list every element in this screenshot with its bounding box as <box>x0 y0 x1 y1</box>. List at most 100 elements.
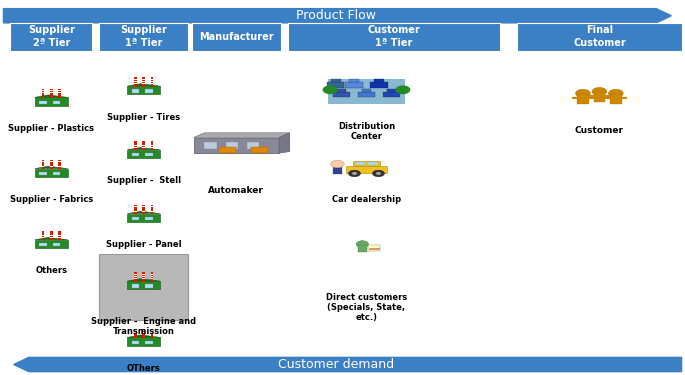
Bar <box>53 243 60 246</box>
Circle shape <box>356 241 369 248</box>
Text: Supplier - Fabrics: Supplier - Fabrics <box>10 195 93 204</box>
Bar <box>42 231 45 240</box>
Text: Supplier
1ª Tier: Supplier 1ª Tier <box>121 26 167 48</box>
Bar <box>194 138 279 153</box>
Bar <box>39 172 47 175</box>
Bar <box>151 276 153 277</box>
Bar <box>142 141 145 150</box>
Text: Distribution
Center: Distribution Center <box>338 122 395 141</box>
Bar <box>142 211 145 212</box>
Bar <box>368 245 380 251</box>
Bar <box>142 81 145 82</box>
Bar <box>132 340 139 344</box>
Bar <box>134 141 137 150</box>
Bar <box>42 92 45 93</box>
Bar <box>134 330 137 331</box>
Text: Supplier - Tires: Supplier - Tires <box>108 112 180 122</box>
Text: Customer
1ª Tier: Customer 1ª Tier <box>367 26 421 48</box>
Text: Manufacturer: Manufacturer <box>199 32 273 42</box>
Text: Automaker: Automaker <box>208 186 264 195</box>
Bar <box>50 90 53 91</box>
Bar <box>142 205 145 214</box>
Polygon shape <box>127 84 160 86</box>
Bar <box>42 160 45 169</box>
Circle shape <box>592 87 607 96</box>
Polygon shape <box>127 211 160 214</box>
Bar <box>353 161 380 166</box>
Bar <box>368 162 377 165</box>
Bar <box>142 206 145 207</box>
Bar <box>151 83 153 84</box>
Polygon shape <box>194 133 290 138</box>
Bar <box>145 153 153 156</box>
Bar <box>134 78 137 87</box>
Text: Product Flow: Product Flow <box>296 9 375 22</box>
Text: Customer demand: Customer demand <box>277 358 394 371</box>
Text: Supplier
2ª Tier: Supplier 2ª Tier <box>28 26 75 48</box>
Bar <box>142 78 145 87</box>
Bar <box>142 330 145 331</box>
Bar <box>383 92 400 97</box>
Bar <box>374 79 384 82</box>
Bar <box>151 278 153 279</box>
Bar <box>151 272 153 282</box>
Bar <box>39 243 47 246</box>
Bar <box>142 276 145 277</box>
Bar <box>132 153 139 156</box>
Polygon shape <box>127 335 160 338</box>
Bar <box>50 235 53 236</box>
Bar <box>58 161 61 162</box>
Bar <box>42 164 45 165</box>
Bar <box>42 90 45 91</box>
Bar <box>142 328 145 338</box>
Bar <box>35 169 68 177</box>
Bar <box>127 214 160 222</box>
Circle shape <box>376 172 381 175</box>
Bar <box>58 235 61 236</box>
Bar <box>42 232 45 234</box>
Bar <box>142 83 145 84</box>
Bar <box>42 237 45 238</box>
Bar <box>134 272 137 282</box>
Bar <box>142 334 145 336</box>
Bar <box>142 274 145 275</box>
Polygon shape <box>127 147 160 150</box>
Text: Final
Customer: Final Customer <box>573 26 626 48</box>
Polygon shape <box>35 237 68 240</box>
Bar <box>42 89 45 98</box>
Bar <box>386 89 396 92</box>
Bar <box>134 79 137 80</box>
Bar <box>134 205 137 214</box>
Bar <box>204 142 216 149</box>
Bar <box>58 166 61 167</box>
Bar <box>10 22 92 51</box>
Circle shape <box>373 170 384 177</box>
Bar <box>362 89 371 92</box>
Bar <box>132 217 139 220</box>
Bar <box>42 235 45 236</box>
Bar <box>134 145 137 146</box>
Bar <box>219 147 236 153</box>
Text: Supplier -  Stell: Supplier - Stell <box>107 176 181 185</box>
Bar <box>134 211 137 212</box>
Bar <box>58 232 61 234</box>
Bar <box>151 141 153 150</box>
Bar <box>58 160 61 169</box>
Bar <box>58 94 61 96</box>
Circle shape <box>323 86 337 93</box>
Text: Customer: Customer <box>575 126 624 135</box>
Circle shape <box>575 89 590 98</box>
Bar <box>151 206 153 207</box>
Bar <box>134 276 137 277</box>
Bar <box>288 22 500 51</box>
Bar <box>145 217 153 220</box>
Bar <box>35 98 68 106</box>
Bar <box>42 94 45 96</box>
Bar <box>356 162 364 165</box>
Bar <box>331 79 340 82</box>
Bar <box>151 211 153 212</box>
Bar <box>50 161 53 162</box>
Bar <box>99 22 188 51</box>
Bar <box>151 328 153 338</box>
Text: OThers: OThers <box>127 364 161 373</box>
